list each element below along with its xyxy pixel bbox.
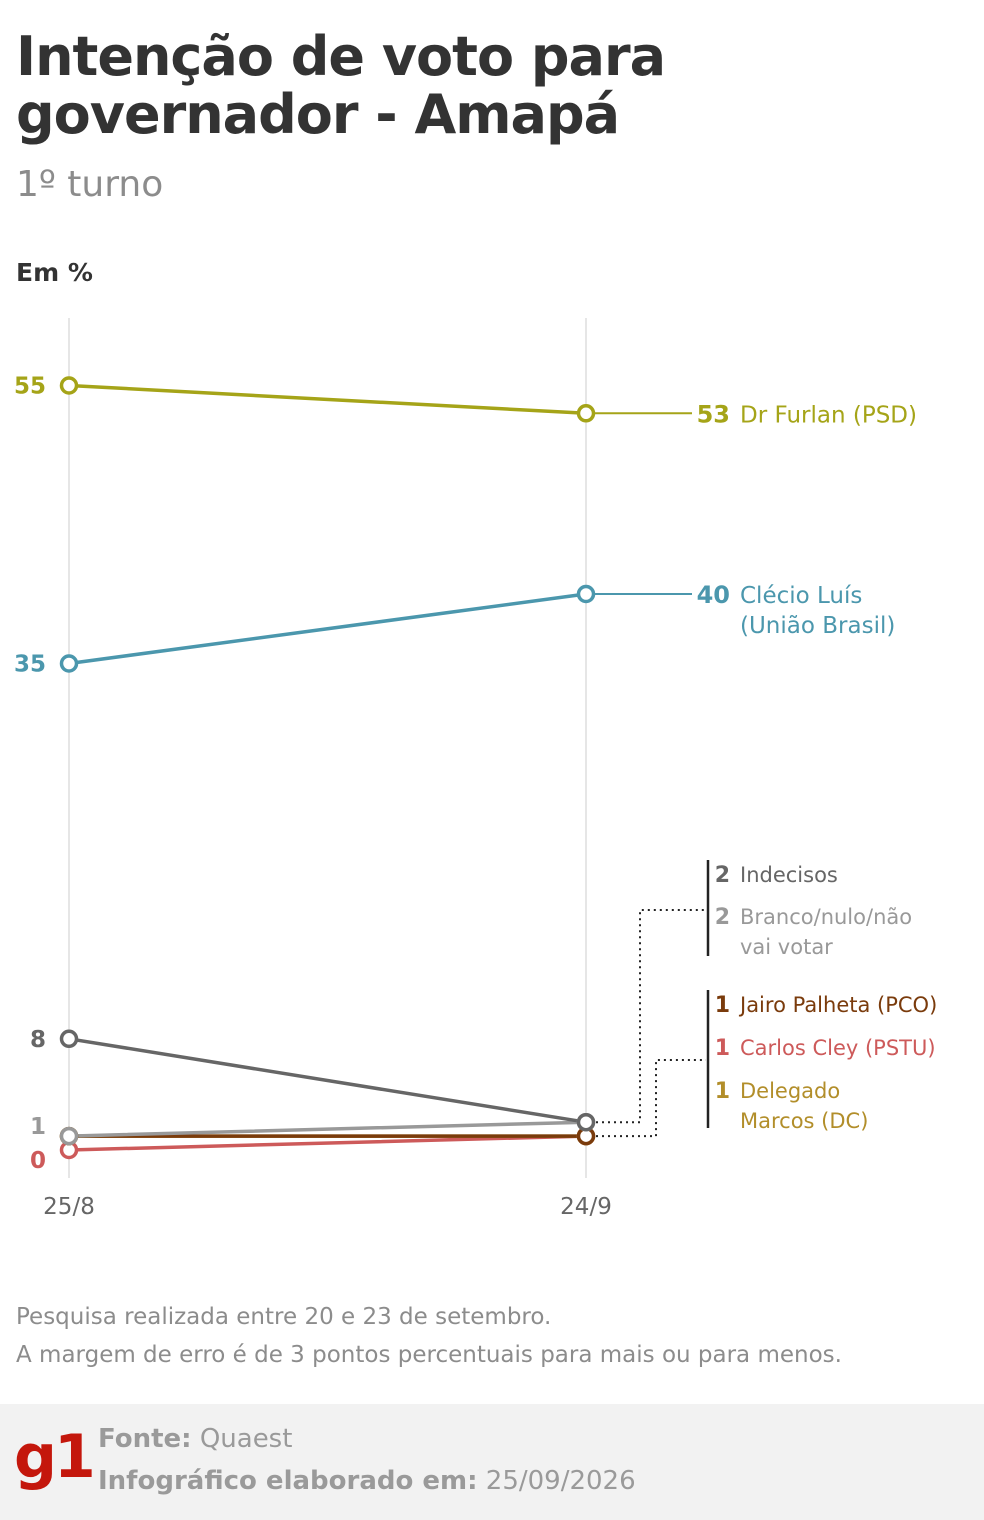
series-name-label: Branco/nulo/não xyxy=(740,905,912,929)
made-credit: Infográfico elaborado em: 25/09/2026 xyxy=(98,1466,636,1496)
line-chart: 25/8 24/9 55 35 8 1 0 53 Dr Furlan (PSD) 40 Clécio… xyxy=(14,318,937,1220)
data-point xyxy=(59,654,79,673)
made-label: Infográfico elaborado em: xyxy=(98,1466,478,1496)
chart-title: Intenção de voto para governador - Amapá xyxy=(16,25,666,146)
data-point xyxy=(59,1126,79,1146)
series-name-label: Carlos Cley (PSTU) xyxy=(740,1036,936,1060)
group-connector-small-candidates xyxy=(596,1059,706,1138)
data-point xyxy=(576,404,596,423)
start-value-label: 55 xyxy=(14,374,46,400)
series-name-label: Indecisos xyxy=(740,863,838,887)
x-tick-label: 25/8 xyxy=(43,1194,95,1220)
data-point xyxy=(59,1029,79,1049)
series-name-label: vai votar xyxy=(740,935,833,959)
series-line xyxy=(67,592,588,666)
start-value-label: 35 xyxy=(14,652,46,678)
x-tick-label: 24/9 xyxy=(560,1194,612,1220)
data-point xyxy=(576,1112,596,1132)
end-value-label: 1 xyxy=(715,1079,730,1104)
series-line xyxy=(67,1037,588,1124)
series-name-label: Clécio Luís xyxy=(740,583,862,609)
end-value-label: 2 xyxy=(715,863,730,888)
series-name-label: Marcos (DC) xyxy=(740,1109,868,1133)
start-value-label: 1 xyxy=(30,1114,46,1140)
source-value: Quaest xyxy=(199,1424,293,1454)
chart-notes: Pesquisa realizada entre 20 e 23 de sete… xyxy=(16,1298,842,1374)
series-line xyxy=(67,1134,588,1152)
end-value-label: 40 xyxy=(697,581,730,609)
end-value-label: 1 xyxy=(715,1036,730,1061)
g1-logo: g1 xyxy=(14,1422,96,1492)
end-value-label: 2 xyxy=(715,905,730,930)
series-name-label: Jairo Palheta (PCO) xyxy=(738,993,937,1017)
note-line-1: Pesquisa realizada entre 20 e 23 de sete… xyxy=(16,1304,552,1330)
footer: g1 Fonte: Quaest Infográfico elaborado e… xyxy=(0,1404,984,1520)
made-date: 25/09/2026 xyxy=(485,1466,636,1496)
series-name-label: Delegado xyxy=(740,1079,840,1103)
start-value-label: 0 xyxy=(30,1148,46,1174)
series-name-label: Dr Furlan (PSD) xyxy=(740,402,917,428)
end-value-label: 1 xyxy=(715,993,730,1018)
source-credit: Fonte: Quaest xyxy=(98,1424,292,1454)
source-label: Fonte: xyxy=(98,1424,192,1454)
unit-label: Em % xyxy=(16,258,93,287)
series-line xyxy=(67,1120,588,1138)
series-line xyxy=(67,383,588,416)
start-value-label: 8 xyxy=(30,1027,46,1053)
data-point xyxy=(576,584,596,604)
end-value-label: 53 xyxy=(697,400,730,428)
data-point xyxy=(59,376,79,395)
group-connector-undecided xyxy=(596,909,706,1124)
series-name-label: (União Brasil) xyxy=(740,613,895,639)
note-line-2: A margem de erro é de 3 pontos percentua… xyxy=(16,1342,842,1368)
chart-subtitle: 1º turno xyxy=(16,164,164,205)
